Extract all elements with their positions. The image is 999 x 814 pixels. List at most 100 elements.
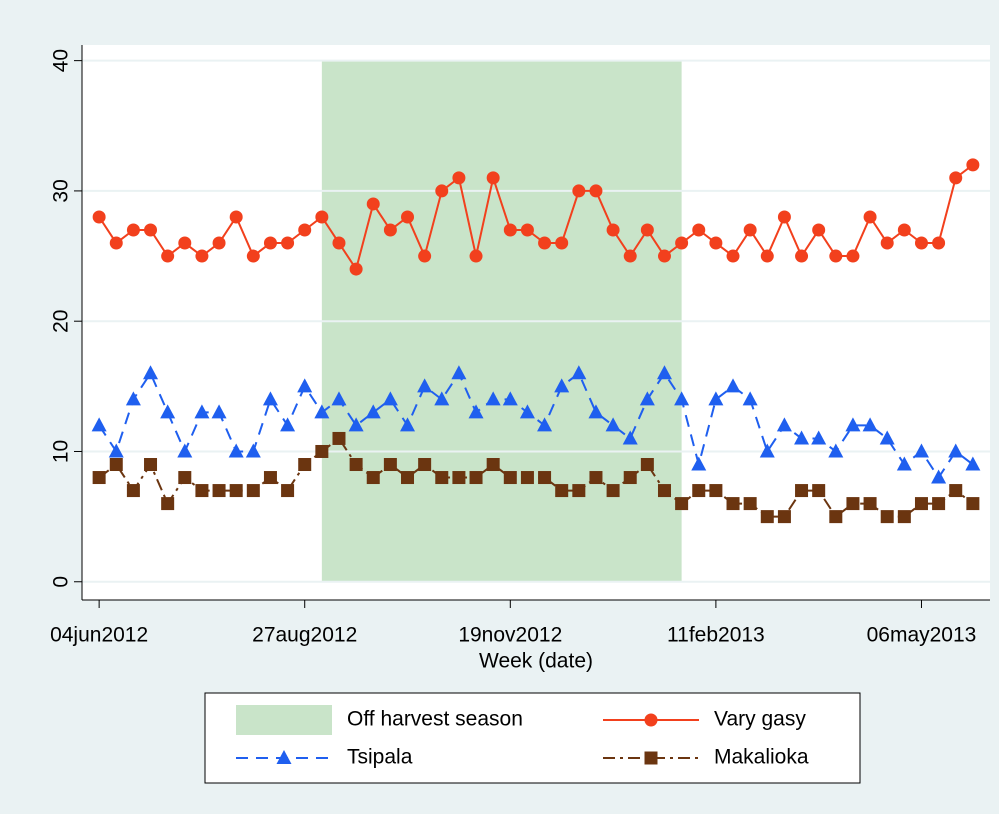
marker (743, 497, 757, 511)
marker (212, 484, 226, 498)
marker (229, 484, 243, 498)
marker (160, 404, 176, 419)
marker (572, 484, 586, 498)
legend-swatch (236, 705, 332, 735)
marker (674, 391, 690, 406)
marker (794, 430, 810, 445)
marker (795, 249, 809, 263)
marker (418, 249, 432, 263)
marker (846, 497, 860, 511)
marker (589, 184, 603, 198)
marker (863, 210, 877, 224)
marker (503, 223, 517, 237)
marker (91, 417, 107, 432)
marker (538, 471, 552, 485)
marker (708, 391, 724, 406)
marker (349, 262, 363, 276)
marker (144, 223, 158, 237)
x-tick-label: 11feb2013 (667, 624, 765, 647)
x-tick-label: 06may2013 (867, 624, 977, 647)
x-tick-label: 27aug2012 (252, 624, 357, 647)
legend-label: Off harvest season (347, 708, 523, 731)
marker (469, 249, 483, 263)
marker (932, 497, 946, 511)
marker (949, 484, 963, 498)
marker (657, 484, 671, 498)
marker (759, 443, 775, 458)
marker (400, 417, 416, 432)
marker (177, 443, 193, 458)
marker (588, 404, 604, 419)
marker (606, 223, 620, 237)
marker (572, 184, 586, 198)
x-tick-label: 19nov2012 (458, 624, 562, 647)
marker (846, 249, 860, 263)
marker (366, 197, 380, 211)
marker (520, 471, 534, 485)
marker (571, 365, 587, 380)
marker (709, 236, 723, 250)
marker (297, 378, 313, 393)
marker (520, 223, 534, 237)
marker (195, 484, 209, 498)
marker (965, 456, 981, 471)
marker (622, 430, 638, 445)
y-tick-label: 30 (50, 179, 73, 202)
marker (726, 249, 740, 263)
marker (949, 171, 963, 185)
marker (280, 417, 296, 432)
marker (913, 443, 929, 458)
marker (829, 510, 843, 524)
marker (726, 497, 740, 511)
marker (109, 458, 123, 472)
marker (92, 210, 106, 224)
marker (776, 417, 792, 432)
marker (365, 404, 381, 419)
marker (914, 236, 928, 250)
series-line (98, 164, 974, 272)
marker (211, 404, 227, 419)
marker (966, 158, 980, 172)
marker (228, 443, 244, 458)
marker (485, 391, 501, 406)
marker (829, 249, 843, 263)
marker (109, 236, 123, 250)
marker (605, 417, 621, 432)
marker (349, 458, 363, 472)
marker (640, 458, 654, 472)
marker (914, 497, 928, 511)
marker (554, 378, 570, 393)
marker (401, 210, 415, 224)
marker (332, 431, 346, 445)
legend-label: Makalioka (714, 746, 809, 769)
marker (503, 471, 517, 485)
marker (108, 443, 124, 458)
marker (795, 484, 809, 498)
marker (812, 484, 826, 498)
marker (675, 236, 689, 250)
marker (486, 458, 500, 472)
marker (623, 249, 637, 263)
marker (195, 249, 209, 263)
marker (862, 417, 878, 432)
marker (161, 497, 175, 511)
marker (537, 417, 553, 432)
marker (880, 236, 894, 250)
marker (656, 365, 672, 380)
marker (298, 223, 312, 237)
marker (623, 471, 637, 485)
y-tick-label: 10 (50, 440, 73, 463)
marker (657, 249, 671, 263)
marker (692, 484, 706, 498)
marker (589, 471, 603, 485)
marker (92, 471, 106, 485)
marker (469, 471, 483, 485)
legend-marker (644, 713, 658, 727)
marker (315, 444, 329, 458)
marker (966, 497, 980, 511)
marker (382, 391, 398, 406)
marker (452, 171, 466, 185)
marker (331, 391, 347, 406)
marker (811, 430, 827, 445)
